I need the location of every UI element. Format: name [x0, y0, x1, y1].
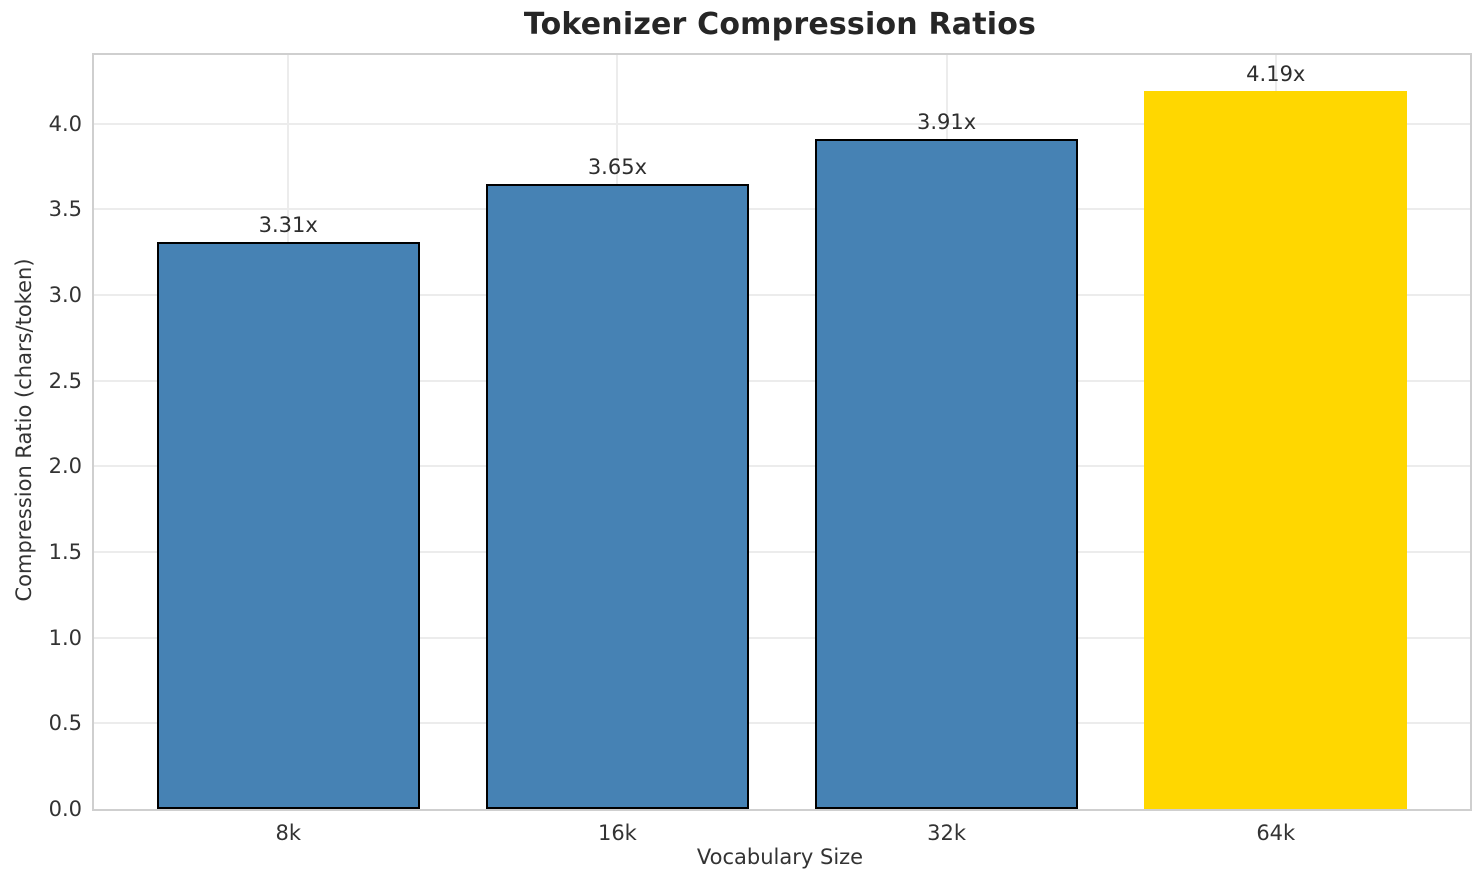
bar-value-label: 3.91x — [916, 109, 977, 134]
bar-value-label: 3.31x — [258, 212, 318, 237]
gridline-horizontal — [94, 122, 1470, 125]
chart-title: Tokenizer Compression Ratios — [523, 7, 1037, 42]
bar-16k — [485, 183, 750, 809]
y-tick-label: 0.5 — [48, 711, 82, 736]
plot-area: 3.31x 3.65x 3.91x 4.19x 0.0 0.5 1.0 1.5 2.0 2.5 3.… — [49, 53, 1472, 845]
bar-64k — [1144, 91, 1408, 809]
y-tick-label: 1.5 — [48, 539, 82, 564]
bar-32k — [814, 138, 1079, 809]
y-tick-label: 0.0 — [48, 797, 82, 821]
x-tick-label: 16k — [597, 821, 637, 845]
gridline-horizontal — [94, 293, 1470, 296]
x-tick-label: 32k — [927, 821, 967, 845]
y-tick-label: 2.5 — [48, 368, 82, 393]
x-tick-label: 64k — [1256, 821, 1296, 845]
bar-8k — [156, 241, 420, 809]
gridline-horizontal — [94, 722, 1470, 725]
y-tick-label: 1.0 — [48, 625, 82, 650]
bar-value-label: 4.19x — [1246, 62, 1306, 86]
y-tick-label: 3.0 — [48, 282, 82, 307]
x-tick-label: 8k — [275, 821, 301, 845]
bar-value-label: 3.65x — [587, 154, 647, 179]
gridline-horizontal — [94, 636, 1470, 639]
gridline-horizontal — [94, 208, 1470, 211]
x-axis-label: Vocabulary Size — [696, 845, 864, 869]
y-tick-label: 3.5 — [48, 197, 82, 222]
gridline-horizontal — [94, 465, 1470, 468]
y-tick-label: 4.0 — [48, 111, 82, 136]
y-tick-label: 2.0 — [48, 454, 82, 479]
gridline-horizontal — [94, 550, 1470, 553]
gridline-horizontal — [94, 379, 1470, 382]
